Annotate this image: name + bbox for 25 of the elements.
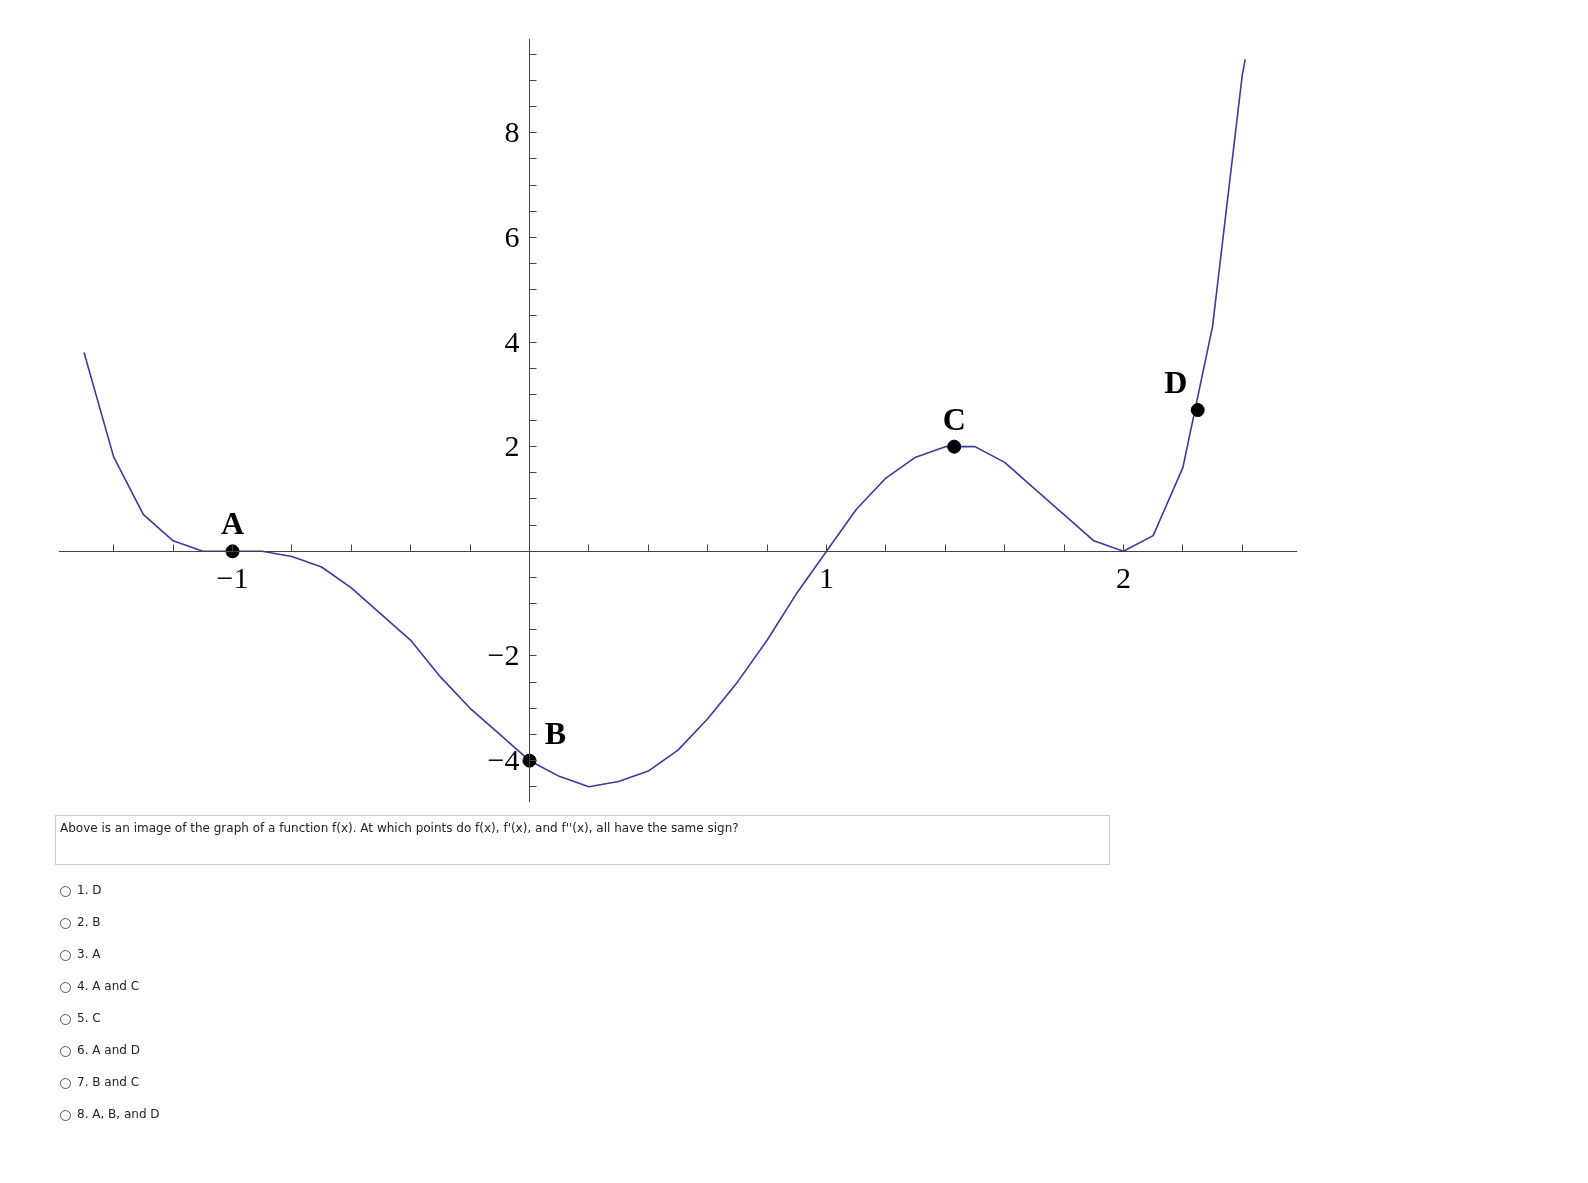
text: 3. A [76,946,102,964]
text: Above is an image of the graph of a function f(x). At which points do f(x), f'(x), and f''(x), all have the same sign? [60,820,739,837]
text: 7. B and C [76,1074,141,1092]
x-tick-label: 2 [1115,561,1131,595]
y-tick-label: 6 [504,219,520,253]
text: 6. A and D [76,1042,141,1060]
y-tick-label: 2 [504,429,520,463]
text: 4. A and C [76,978,141,996]
x-tick-label: −1 [216,561,249,595]
point [947,439,962,454]
y-tick-label: 4 [504,324,520,358]
x-tick-label: 1 [818,561,834,595]
text: 2. B [76,914,102,932]
annotation: D [1164,364,1188,401]
annotation: C [942,400,966,437]
text: 5. C [76,1010,102,1028]
line-series [83,58,1247,788]
y-tick-label: −2 [487,638,520,672]
text: 1. D [76,882,103,900]
y-tick-label: 8 [504,115,520,149]
y-tick-label: −4 [487,743,520,777]
text: 8. A, B, and D [76,1106,160,1124]
annotation: A [220,505,245,542]
annotation: B [544,714,567,751]
point [1190,403,1205,418]
